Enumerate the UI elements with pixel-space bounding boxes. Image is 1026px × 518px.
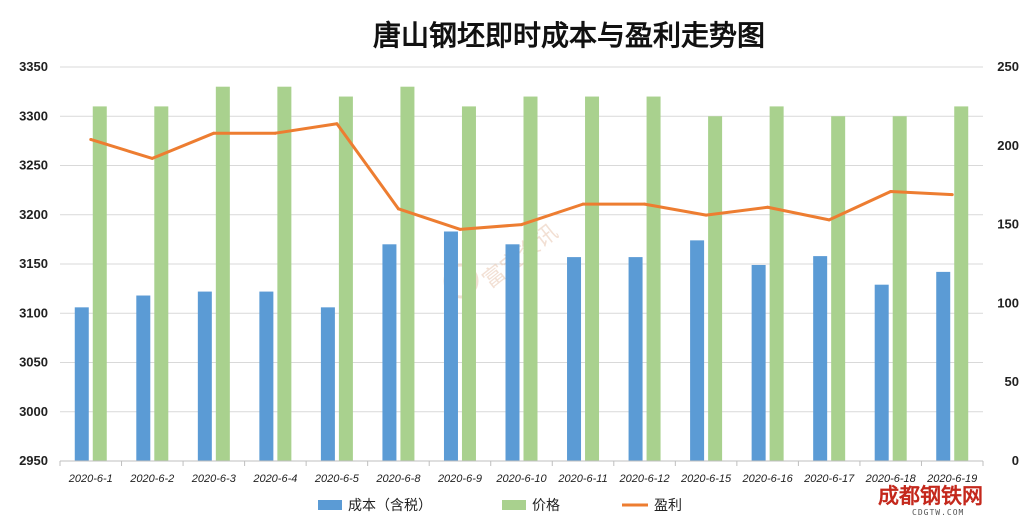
left-axis-tick-label: 3050 xyxy=(19,355,48,370)
left-axis-tick-label: 3350 xyxy=(19,59,48,74)
profit-point xyxy=(212,131,216,135)
bar-price xyxy=(154,106,169,462)
bar-price xyxy=(400,86,415,461)
bar-price xyxy=(954,106,969,462)
right-axis-tick-label: 100 xyxy=(997,295,1019,310)
x-axis-tick-label: 2020-6-15 xyxy=(680,473,732,485)
legend: 成本（含税） 价格 盈利 xyxy=(318,498,682,514)
x-axis-tick-label: 2020-6-1 xyxy=(68,473,113,485)
profit-point xyxy=(396,207,400,211)
bar-cost xyxy=(874,284,889,461)
bar-cost xyxy=(690,240,705,461)
profit-point xyxy=(950,193,954,197)
right-axis-tick-label: 250 xyxy=(997,59,1019,74)
bar-cost xyxy=(751,264,766,461)
x-axis-tick-label: 2020-6-9 xyxy=(437,473,482,485)
left-axis-tick-label: 2950 xyxy=(19,453,48,468)
profit-line-group xyxy=(89,122,954,231)
bar-cost xyxy=(813,256,828,461)
bar-price xyxy=(646,96,661,462)
right-axis-tick-label: 50 xyxy=(1005,374,1019,389)
legend-label-price: 价格 xyxy=(532,498,560,514)
bar-cost xyxy=(74,307,89,461)
bar-price xyxy=(523,96,538,462)
profit-point xyxy=(581,202,585,206)
x-axis-tick-label: 2020-6-19 xyxy=(926,473,977,485)
profit-point xyxy=(889,190,893,194)
bar-cost xyxy=(382,244,397,461)
profit-point xyxy=(704,213,708,217)
x-axis-tick-label: 2020-6-10 xyxy=(495,473,547,485)
left-axis-ticks: 2950 3000 3050 3100 3150 3200 3250 3300 3350 xyxy=(19,59,48,468)
bar-price xyxy=(831,116,846,461)
bar-price xyxy=(769,106,784,462)
left-axis-tick-label: 3300 xyxy=(19,108,48,123)
bar-cost xyxy=(136,295,151,461)
left-axis-tick-label: 3250 xyxy=(19,158,48,173)
left-axis-tick-label: 3100 xyxy=(19,305,48,320)
profit-point xyxy=(766,205,770,209)
bar-cost xyxy=(628,257,643,461)
left-axis-tick-label: 3200 xyxy=(19,207,48,222)
bar-price xyxy=(892,116,907,461)
right-axis-tick-label: 200 xyxy=(997,138,1019,153)
bar-price xyxy=(338,96,353,462)
right-axis-tick-label: 0 xyxy=(1012,453,1019,468)
chart-title: 唐山钢坯即时成本与盈利走势图 xyxy=(373,19,765,52)
site-logo-subtext: CDGTW.COM xyxy=(912,508,964,517)
legend-swatch-price xyxy=(502,500,526,510)
site-logo: 成都钢铁网 CDGTW.COM xyxy=(878,484,983,517)
axes xyxy=(59,460,984,466)
profit-point xyxy=(89,137,93,141)
bar-cost xyxy=(567,257,582,461)
legend-label-profit: 盈利 xyxy=(654,498,682,514)
right-axis-tick-label: 150 xyxy=(997,217,1019,232)
x-axis-tick-label: 2020-6-18 xyxy=(865,473,917,485)
profit-point xyxy=(335,122,339,126)
bar-cost xyxy=(443,231,458,461)
profit-point xyxy=(150,156,154,160)
bar-cost xyxy=(936,271,951,461)
bar-price xyxy=(277,86,292,461)
bar-price xyxy=(461,106,476,462)
x-axis-tick-label: 2020-6-2 xyxy=(129,473,174,485)
right-axis-ticks: 0 50 100 150 200 250 xyxy=(997,59,1019,468)
gridlines xyxy=(60,66,983,413)
bar-price xyxy=(585,96,600,462)
profit-point xyxy=(520,223,523,227)
profit-point xyxy=(273,131,277,135)
bar-price xyxy=(92,106,107,462)
bars xyxy=(74,86,969,462)
left-axis-tick-label: 3150 xyxy=(19,256,48,271)
watermark-text: 富宝资讯 xyxy=(478,220,563,294)
x-axis-tick-label: 2020-6-17 xyxy=(803,473,855,485)
legend-label-cost: 成本（含税） xyxy=(348,498,432,514)
bar-cost xyxy=(505,244,520,461)
bar-price xyxy=(215,86,230,461)
x-axis-tick-label: 2020-6-16 xyxy=(742,473,794,485)
legend-swatch-cost xyxy=(318,500,342,510)
x-axis-ticks: 2020-6-1 2020-6-2 2020-6-3 2020-6-4 2020-6-5… xyxy=(68,473,978,485)
x-axis-tick-label: 2020-6-4 xyxy=(252,473,297,485)
bar-cost xyxy=(197,291,212,461)
bar-cost xyxy=(259,291,274,461)
site-logo-text: 成都钢铁网 xyxy=(878,484,983,508)
x-axis-tick-label: 2020-6-5 xyxy=(314,473,360,485)
bar-price xyxy=(708,116,723,461)
x-axis-tick-label: 2020-6-12 xyxy=(618,473,669,485)
profit-point xyxy=(458,227,462,231)
x-axis-tick-label: 2020-6-11 xyxy=(557,473,607,485)
profit-point xyxy=(827,218,831,222)
x-axis-tick-label: 2020-6-3 xyxy=(191,473,237,485)
profit-point xyxy=(643,202,647,206)
left-axis-tick-label: 3000 xyxy=(19,404,48,419)
x-axis-tick-label: 2020-6-8 xyxy=(375,473,421,485)
bar-cost xyxy=(320,307,335,461)
